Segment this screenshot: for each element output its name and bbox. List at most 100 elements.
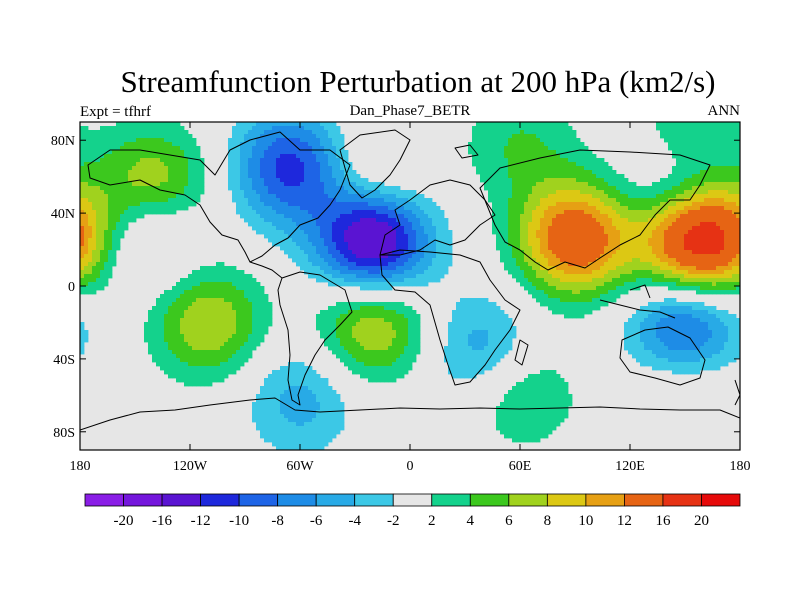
contour-cell (356, 302, 361, 307)
contour-cell (180, 298, 185, 303)
contour-cell (508, 422, 513, 427)
contour-cell (404, 362, 409, 367)
contour-cell (540, 402, 545, 407)
contour-cell (332, 350, 337, 355)
contour-cell (208, 298, 213, 303)
contour-cell (124, 170, 129, 175)
contour-cell (204, 374, 209, 379)
contour-cell (388, 226, 393, 231)
contour-cell (112, 166, 117, 171)
contour-cell (348, 178, 353, 183)
contour-cell (500, 154, 505, 159)
contour-cell (100, 246, 105, 251)
contour-cell (380, 202, 385, 207)
contour-cell (388, 214, 393, 219)
contour-cell (164, 178, 169, 183)
contour-cell (260, 182, 265, 187)
contour-cell (440, 246, 445, 251)
contour-cell (232, 274, 237, 279)
contour-cell (264, 306, 269, 311)
contour-cell (352, 354, 357, 359)
contour-cell (320, 142, 325, 147)
contour-cell (284, 446, 289, 450)
contour-cell (300, 170, 305, 175)
contour-cell (520, 282, 525, 287)
contour-cell (116, 218, 121, 223)
contour-cell (152, 154, 157, 159)
contour-cell (524, 218, 529, 223)
contour-cell (540, 386, 545, 391)
contour-cell (496, 242, 501, 247)
contour-cell (284, 202, 289, 207)
contour-cell (320, 266, 325, 271)
contour-cell (100, 218, 105, 223)
contour-cell (216, 262, 221, 267)
contour-cell (356, 178, 361, 183)
contour-cell (460, 346, 465, 351)
contour-cell (308, 158, 313, 163)
contour-cell (452, 322, 457, 327)
contour-cell (400, 338, 405, 343)
contour-cell (256, 398, 261, 403)
contour-cell (328, 306, 333, 311)
contour-cell (324, 138, 329, 143)
contour-cell (188, 286, 193, 291)
contour-cell (328, 270, 333, 275)
contour-cell (268, 318, 273, 323)
contour-cell (380, 222, 385, 227)
contour-cell (148, 322, 153, 327)
contour-cell (536, 274, 541, 279)
contour-cell (312, 414, 317, 419)
contour-cell (156, 198, 161, 203)
contour-cell (524, 194, 529, 199)
contour-cell (392, 254, 397, 259)
contour-cell (144, 186, 149, 191)
contour-cell (472, 362, 477, 367)
contour-cell (364, 182, 369, 187)
contour-cell (164, 358, 169, 363)
contour-cell (140, 142, 145, 147)
contour-cell (336, 342, 341, 347)
contour-cell (512, 418, 517, 423)
contour-cell (260, 306, 265, 311)
contour-cell (132, 182, 137, 187)
contour-cell (420, 262, 425, 267)
contour-cell (204, 274, 209, 279)
contour-cell (92, 226, 97, 231)
contour-cell (500, 190, 505, 195)
contour-cell (208, 310, 213, 315)
contour-cell (176, 326, 181, 331)
contour-cell (288, 406, 293, 411)
contour-cell (500, 346, 505, 351)
contour-cell (112, 222, 117, 227)
contour-cell (84, 202, 89, 207)
contour-cell (496, 234, 501, 239)
contour-cell (336, 270, 341, 275)
contour-cell (328, 146, 333, 151)
contour-cell (536, 254, 541, 259)
contour-cell (300, 166, 305, 171)
contour-cell (324, 442, 329, 447)
contour-cell (476, 342, 481, 347)
contour-cell (252, 198, 257, 203)
contour-cell (384, 190, 389, 195)
season-label: ANN (708, 103, 741, 119)
contour-cell (396, 186, 401, 191)
contour-cell (88, 266, 93, 271)
contour-cell (332, 422, 337, 427)
contour-cell (236, 142, 241, 147)
contour-cell (300, 398, 305, 403)
contour-cell (336, 178, 341, 183)
contour-cell (212, 370, 217, 375)
contour-cell (508, 426, 513, 431)
contour-cell (80, 158, 85, 163)
contour-cell (284, 406, 289, 411)
contour-cell (264, 142, 269, 147)
contour-cell (192, 366, 197, 371)
contour-cell (468, 358, 473, 363)
contour-cell (512, 398, 517, 403)
contour-cell (408, 206, 413, 211)
contour-cell (364, 178, 369, 183)
contour-cell (364, 222, 369, 227)
contour-cell (300, 418, 305, 423)
